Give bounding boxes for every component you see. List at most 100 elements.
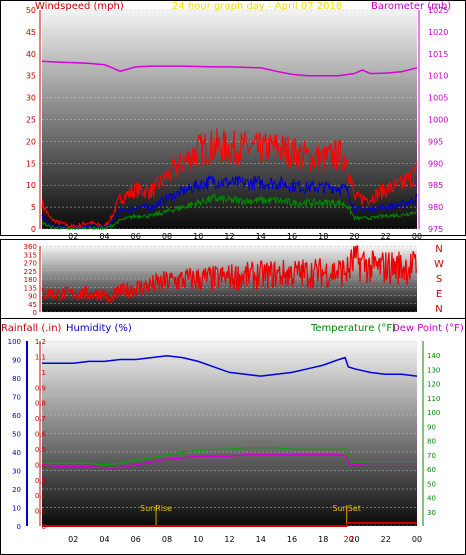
x-tick-label: 00 <box>412 232 422 241</box>
windspeed-tick-label: 45 <box>26 28 36 37</box>
compass-letter: S <box>436 274 442 285</box>
barometer-tick-label: 1020 <box>428 28 448 37</box>
compass-letter: E <box>436 289 442 300</box>
wind-speed-series-line <box>41 174 418 231</box>
x-tick-label: 04 <box>99 535 109 544</box>
x-tick-label: 22 <box>381 232 391 241</box>
x-tick-label: 10 <box>193 535 203 544</box>
temperature-tick-label: 120 <box>427 381 440 389</box>
humidity-tick-label: 60 <box>12 412 21 420</box>
windspeed-tick-label: 10 <box>26 181 36 190</box>
windspeed-tick-label: 5 <box>31 203 36 212</box>
x-tick-label: 18 <box>318 232 328 241</box>
humidity-tick-label: 80 <box>12 375 21 383</box>
barometer-axis-label: Barometer (mb) <box>371 1 451 12</box>
x-tick-label: 06 <box>131 232 141 241</box>
temperature-tick-label: 90 <box>427 423 436 431</box>
x-tick-label: 22 <box>381 535 391 544</box>
temperature-tick-label: 30 <box>427 509 436 517</box>
humidity-tick-label: 40 <box>12 449 21 457</box>
temperature-tick-label: 40 <box>427 495 436 503</box>
direction-tick-label: 180 <box>24 276 37 284</box>
sunset-label: SunSet <box>333 504 361 513</box>
direction-tick-label: 90 <box>28 293 37 301</box>
windspeed-tick-label: 30 <box>26 94 36 103</box>
humidity-tick-label: 100 <box>8 338 21 346</box>
barometer-tick-label: 1005 <box>428 94 448 103</box>
direction-tick-label: 0 <box>33 309 37 317</box>
wind-gust-series-line <box>41 128 418 230</box>
direction-tick-label: 45 <box>28 301 37 309</box>
temperature-tick-label: 110 <box>427 395 440 403</box>
x-tick-label: 20 <box>349 535 359 544</box>
x-tick-label: 04 <box>99 232 109 241</box>
temperature-tick-label: 100 <box>427 409 440 417</box>
temperature-tick-label: 80 <box>427 438 436 446</box>
x-tick-label: 14 <box>256 535 266 544</box>
x-tick-label: 12 <box>224 535 234 544</box>
wind-direction-series-line <box>41 245 418 303</box>
humidity-tick-label: 10 <box>12 505 21 513</box>
humidity-tick-label: 30 <box>12 468 21 476</box>
humidity-tick-label: 90 <box>12 357 21 365</box>
humidity-tick-label: 20 <box>12 486 21 494</box>
x-tick-label: 10 <box>193 232 203 241</box>
x-tick-label: 02 <box>68 232 78 241</box>
windspeed-tick-label: 35 <box>26 72 36 81</box>
direction-tick-label: 135 <box>24 284 37 292</box>
direction-tick-label: 225 <box>24 268 37 276</box>
x-tick-label: 14 <box>256 232 266 241</box>
windspeed-axis-label: Windspeed (mph) <box>35 1 124 12</box>
compass-letter: W <box>434 259 444 270</box>
humidity-tick-label: 0 <box>17 523 21 531</box>
temperature-tick-label: 70 <box>427 452 436 460</box>
sunset-overlap-label: 20 <box>344 535 354 544</box>
x-tick-label: 00 <box>412 535 422 544</box>
rainfall-series-line <box>42 521 417 527</box>
temperature-series-line <box>42 447 417 466</box>
rainfall-tick-label: 0.6 <box>35 431 47 439</box>
temperature-tick-label: 130 <box>427 366 440 374</box>
windspeed-tick-label: 20 <box>26 137 36 146</box>
humidity-tick-label: 50 <box>12 431 21 439</box>
dewpoint-series-line <box>41 454 417 469</box>
x-tick-label: 06 <box>131 535 141 544</box>
windspeed-tick-label: 25 <box>26 116 36 125</box>
temperature-tick-label: 60 <box>427 466 436 474</box>
windspeed-tick-label: 50 <box>26 6 36 15</box>
barometer-tick-label: 1015 <box>428 50 448 59</box>
x-tick-label: 08 <box>162 232 172 241</box>
sunrise-label: SunRise <box>140 504 172 513</box>
barometer-tick-label: 1000 <box>428 116 448 125</box>
dewpoint-axis-label: Dew Point (°F) <box>392 323 464 334</box>
x-tick-label: 16 <box>287 232 297 241</box>
rainfall-tick-label: 1 <box>42 369 46 377</box>
windspeed-tick-label: 40 <box>26 50 36 59</box>
compass-letter: N <box>435 304 442 315</box>
x-tick-label: 20 <box>349 232 359 241</box>
barometer-tick-label: 1010 <box>428 72 448 81</box>
temperature-axis-label: Temperature (°F) <box>310 323 396 334</box>
barometer-tick-label: 985 <box>428 181 443 190</box>
compass-letter: N <box>435 244 442 255</box>
temperature-tick-label: 140 <box>427 352 440 360</box>
wind-average-series-line <box>41 193 418 231</box>
chart-title: 24 hour graph day - April 07 2018 <box>172 1 342 12</box>
humidity-series-line <box>42 355 418 377</box>
direction-tick-label: 315 <box>24 251 37 259</box>
barometer-tick-label: 995 <box>428 137 443 146</box>
temperature-tick-label: 50 <box>427 480 436 488</box>
x-tick-label: 18 <box>318 535 328 544</box>
barometer-tick-label: 1025 <box>428 6 448 15</box>
humidity-axis-label: Humidity (%) <box>66 323 132 334</box>
x-tick-label: 16 <box>287 535 297 544</box>
windspeed-tick-label: 0 <box>31 225 36 234</box>
rainfall-tick-label: 0.4 <box>35 461 47 469</box>
barometer-tick-label: 980 <box>428 203 443 212</box>
barometer-tick-label: 975 <box>428 225 443 234</box>
x-tick-label: 12 <box>224 232 234 241</box>
barometer-series-line <box>41 60 418 77</box>
barometer-tick-label: 990 <box>428 159 443 168</box>
